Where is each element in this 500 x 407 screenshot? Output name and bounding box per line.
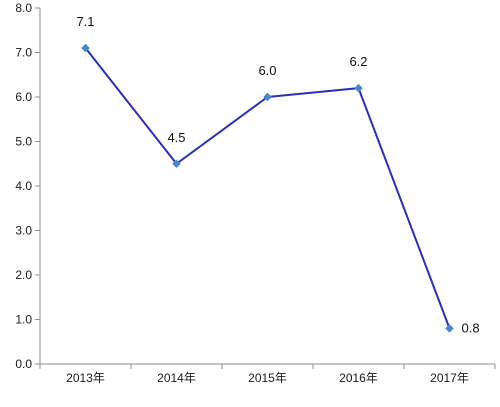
y-tick-label: 4.0: [15, 179, 32, 193]
data-label: 4.5: [167, 130, 185, 145]
x-tick-label: 2014年: [157, 371, 196, 385]
data-point-marker: [263, 92, 272, 102]
data-point-marker: [354, 83, 363, 93]
series-line: [84, 47, 451, 329]
y-tick-label: 2.0: [15, 268, 32, 282]
data-label: 6.0: [258, 63, 276, 78]
data-point-marker: [172, 159, 181, 169]
x-tick-label: 2015年: [248, 371, 287, 385]
y-tick-label: 3.0: [15, 224, 32, 238]
data-label: 7.1: [76, 14, 94, 29]
x-tick-label: 2017年: [430, 371, 469, 385]
y-tick-label: 6.0: [15, 90, 32, 104]
y-tick-label: 0.0: [15, 357, 32, 371]
y-tick-label: 7.0: [15, 46, 32, 60]
data-label: 0.8: [462, 320, 480, 335]
x-tick-label: 2013年: [66, 371, 105, 385]
data-point-marker: [445, 324, 454, 333]
y-tick-label: 5.0: [15, 135, 32, 149]
y-tick-label: 1.0: [15, 313, 32, 327]
x-tick-label: 2016年: [339, 371, 378, 385]
y-tick-label: 8.0: [15, 1, 32, 15]
data-point-marker: [81, 43, 90, 53]
data-label: 6.2: [349, 54, 367, 69]
